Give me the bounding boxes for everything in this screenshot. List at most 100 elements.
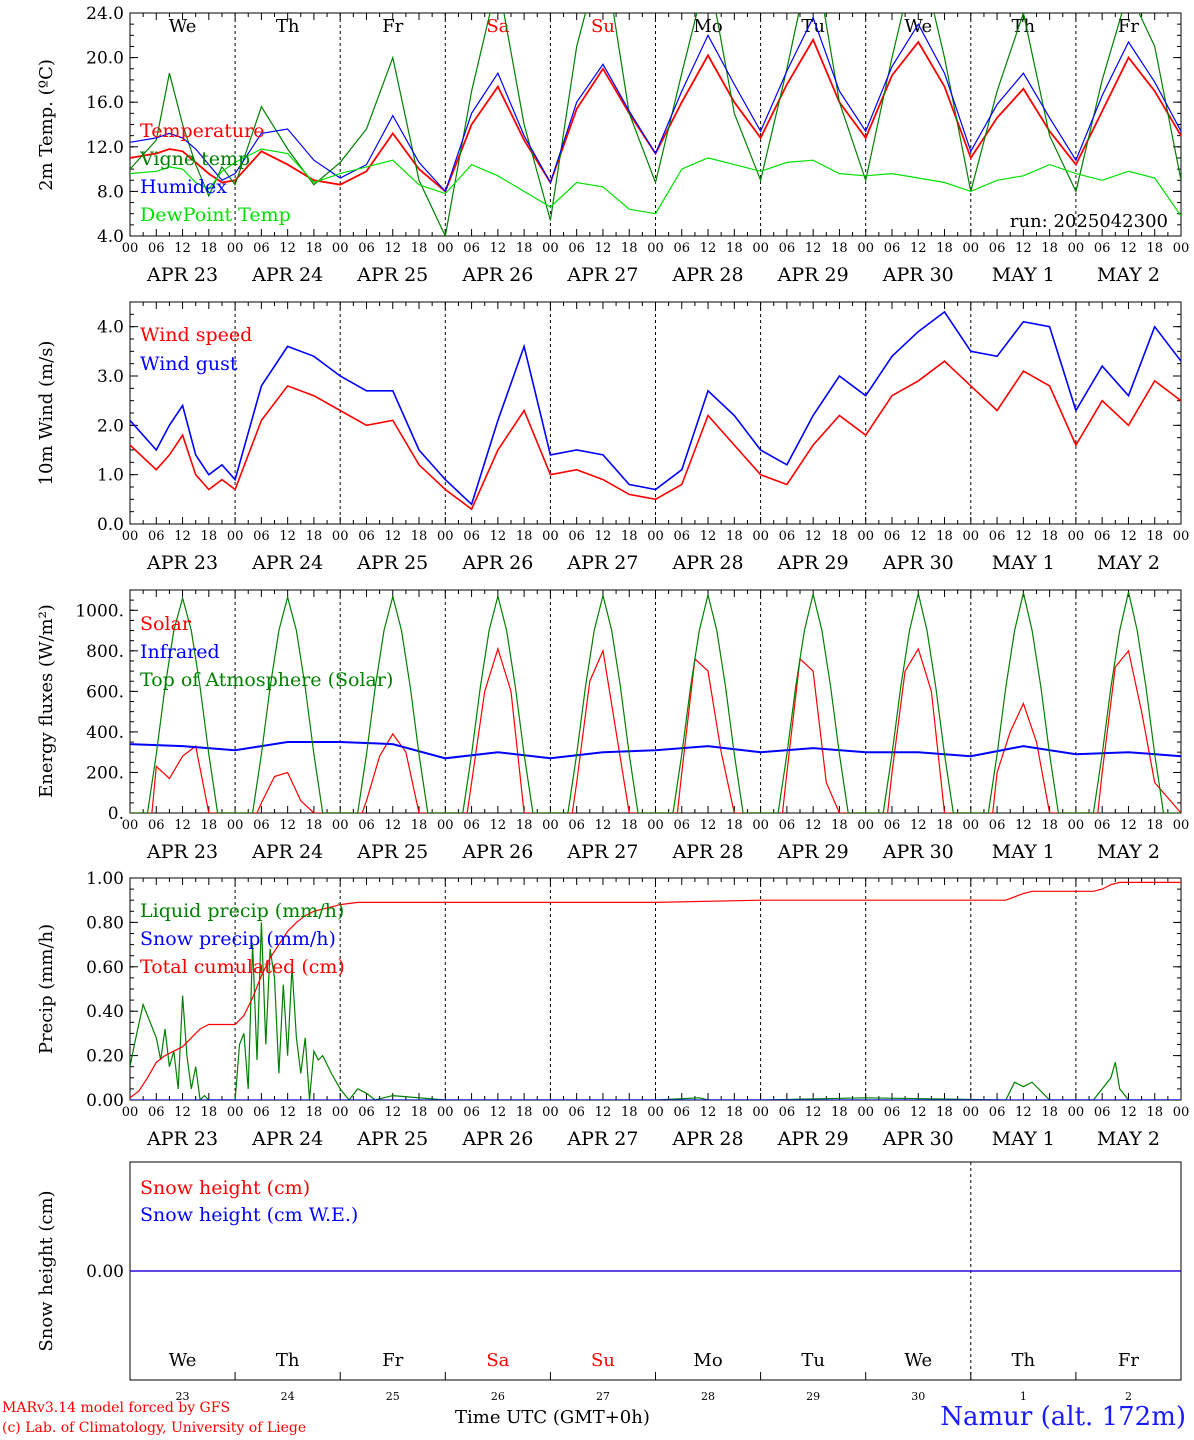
hour-tick-label: 12 [910,529,927,544]
legend-entry: Snow height (cm W.E.) [140,1204,358,1226]
y-tick-label: 0.0 [97,515,124,535]
hour-tick-label: 18 [411,241,428,256]
date-label: APR 27 [566,264,638,286]
plot-frame [129,589,1182,814]
hour-tick-label: 12 [1015,529,1032,544]
hour-tick-label: 00 [963,818,980,833]
weekday-label: Th [1012,16,1036,37]
series-line-total-cumulated-cm- [130,881,1181,1099]
series-line-temperature [130,37,1181,193]
hour-tick-label: 12 [279,241,296,256]
weekday-label: We [904,16,932,37]
hour-tick-label: 12 [384,241,401,256]
hour-tick-label: 00 [1068,818,1085,833]
day-number-label: 29 [806,1390,820,1403]
hour-tick-label: 06 [779,818,796,833]
hour-tick-label: 18 [726,241,743,256]
hour-tick-label: 18 [621,529,638,544]
date-label: APR 23 [146,264,218,286]
date-label: MAY 1 [992,264,1055,286]
date-label: APR 29 [777,264,849,286]
hour-tick-label: 06 [148,1105,165,1120]
weekday-label: Su [591,1350,615,1371]
hour-tick-label: 12 [174,1105,191,1120]
y-tick-label: 24.0 [86,4,124,24]
date-label: APR 29 [777,552,849,574]
hour-tick-label: 12 [490,818,507,833]
date-label: APR 24 [251,552,323,574]
hour-tick-label: 06 [358,818,375,833]
hour-tick-label: 06 [779,1105,796,1120]
hour-tick-label: 12 [174,241,191,256]
date-label: APR 25 [356,841,428,863]
hour-tick-label: 00 [1068,1105,1085,1120]
hour-tick-label: 18 [726,818,743,833]
hour-tick-label: 18 [516,529,533,544]
date-label: APR 25 [356,264,428,286]
hour-tick-label: 18 [1041,241,1058,256]
weekday-label: Sa [486,1350,509,1371]
legend-entry: Total cumulated (cm) [140,956,345,978]
hour-tick-label: 00 [122,1105,139,1120]
hour-tick-label: 12 [279,818,296,833]
series-line-top-of-atmosphere-solar- [130,591,1181,813]
hour-tick-label: 06 [989,241,1006,256]
hour-tick-label: 00 [542,241,559,256]
hour-tick-label: 00 [332,529,349,544]
hour-tick-label: 12 [1120,1105,1137,1120]
hour-tick-label: 06 [253,818,270,833]
hour-tick-label: 00 [963,241,980,256]
legend-entry: Vigne temp [139,148,250,170]
hour-tick-label: 06 [674,529,691,544]
y-tick-label: 200. [86,763,124,783]
weekday-label: Th [1012,1350,1036,1371]
legend-entry: Humidex [140,176,227,198]
hour-tick-label: 18 [516,818,533,833]
y-tick-label: 1.0 [97,466,124,486]
hour-tick-label: 18 [1146,529,1163,544]
legend-entry: Wind gust [140,353,238,375]
date-label: MAY 1 [992,552,1055,574]
hour-tick-label: 06 [463,1105,480,1120]
hour-tick-label: 00 [542,818,559,833]
legend-entry: Top of Atmosphere (Solar) [140,669,393,691]
hour-tick-label: 06 [884,1105,901,1120]
hour-tick-label: 06 [253,1105,270,1120]
series-line-solar [130,646,1181,813]
weekday-label: Th [276,16,300,37]
hour-tick-label: 06 [568,1105,585,1120]
y-tick-label: 800. [86,642,124,662]
y-tick-label: 0. [108,804,124,824]
hour-tick-label: 00 [122,529,139,544]
hour-tick-label: 06 [779,529,796,544]
date-label: MAY 1 [992,841,1055,863]
y-tick-label: 12.0 [86,138,124,158]
hour-tick-label: 12 [805,529,822,544]
y-tick-label: 16.0 [86,93,124,113]
weekday-label: Fr [382,16,403,37]
date-label: APR 24 [251,1128,323,1150]
day-number-label: 1 [1020,1390,1027,1403]
hour-tick-label: 18 [1041,529,1058,544]
hour-tick-label: 06 [884,818,901,833]
hour-tick-label: 12 [910,1105,927,1120]
date-label: APR 27 [566,841,638,863]
weekday-label: Tu [801,1350,825,1371]
date-label: APR 30 [882,552,954,574]
station-name: Namur (alt. 172m) [940,1402,1186,1432]
date-label: APR 28 [672,264,744,286]
legend-entry: Snow height (cm) [140,1177,310,1199]
hour-tick-label: 18 [411,1105,428,1120]
hour-tick-label: 12 [279,529,296,544]
day-number-label: 28 [701,1390,715,1403]
hour-tick-label: 18 [201,529,218,544]
hour-tick-label: 06 [989,1105,1006,1120]
hour-tick-label: 06 [884,241,901,256]
day-number-label: 2 [1125,1390,1132,1403]
hour-tick-label: 12 [279,1105,296,1120]
hour-tick-label: 18 [726,529,743,544]
date-label: MAY 2 [1097,841,1160,863]
hour-tick-label: 12 [490,529,507,544]
hour-tick-label: 00 [752,818,769,833]
